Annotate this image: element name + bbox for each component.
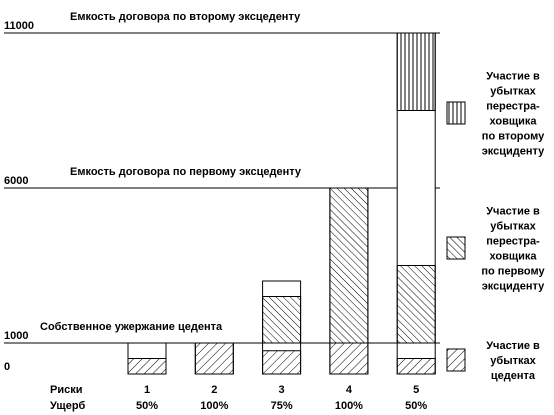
row-label: Риски xyxy=(50,384,82,396)
loss-segment xyxy=(329,187,369,344)
loss-segment xyxy=(262,350,302,375)
legend-swatch xyxy=(446,348,466,372)
legend-swatch xyxy=(446,101,466,125)
layer-label: Емкость договора по второму эксцеденту xyxy=(70,11,301,23)
y-tick-label: 11000 xyxy=(4,20,34,32)
legend-label: Участие в убытках перестра-ховщика по перво… xyxy=(481,206,545,293)
x-tick-label: 5 xyxy=(413,384,419,396)
row-label: Ущерб xyxy=(50,400,86,412)
x-tick-label: 4 xyxy=(346,384,353,396)
legend-label: Участие в убытках перестра-ховщика по второ… xyxy=(482,71,545,158)
loss-segment xyxy=(329,342,369,375)
loss-segment xyxy=(194,342,234,375)
x-tick-label: 3 xyxy=(279,384,285,396)
loss-segment xyxy=(262,296,302,344)
damage-label: 50% xyxy=(136,400,158,412)
legend-label: Участие в убытках цедента xyxy=(486,340,540,382)
y-tick-label: 6000 xyxy=(4,175,28,187)
layer-label: Емкость договора по первому эксцеденту xyxy=(70,166,302,178)
loss-segment xyxy=(396,265,436,344)
y-tick-label: 1000 xyxy=(4,330,28,342)
damage-label: 50% xyxy=(405,400,427,412)
x-tick-label: 2 xyxy=(211,384,217,396)
damage-label: 100% xyxy=(200,400,228,412)
legend-swatch xyxy=(446,236,466,260)
damage-label: 100% xyxy=(335,400,363,412)
loss-segment xyxy=(396,358,436,375)
x-tick-label: 1 xyxy=(144,384,150,396)
y-tick-label: 0 xyxy=(4,361,10,373)
damage-label: 75% xyxy=(271,400,293,412)
loss-segment xyxy=(396,32,436,111)
layer-label: Собственное ужержание цедента xyxy=(40,321,223,333)
loss-segment xyxy=(127,358,167,375)
